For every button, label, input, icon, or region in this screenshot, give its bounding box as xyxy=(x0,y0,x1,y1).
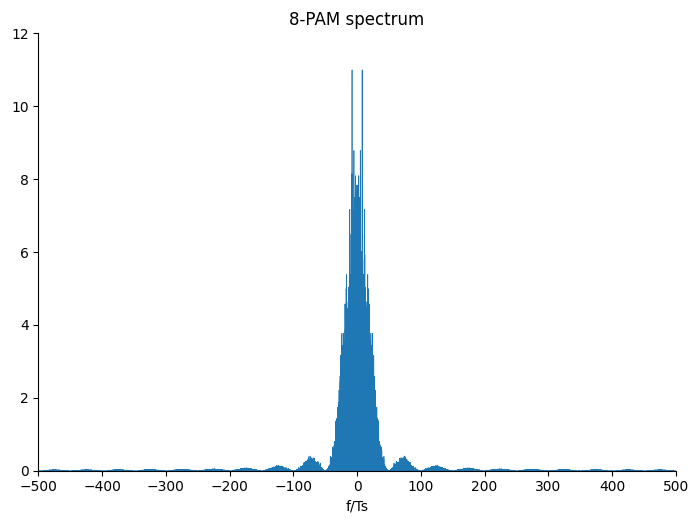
Title: 8-PAM spectrum: 8-PAM spectrum xyxy=(290,11,425,29)
X-axis label: f/Ts: f/Ts xyxy=(346,500,369,514)
